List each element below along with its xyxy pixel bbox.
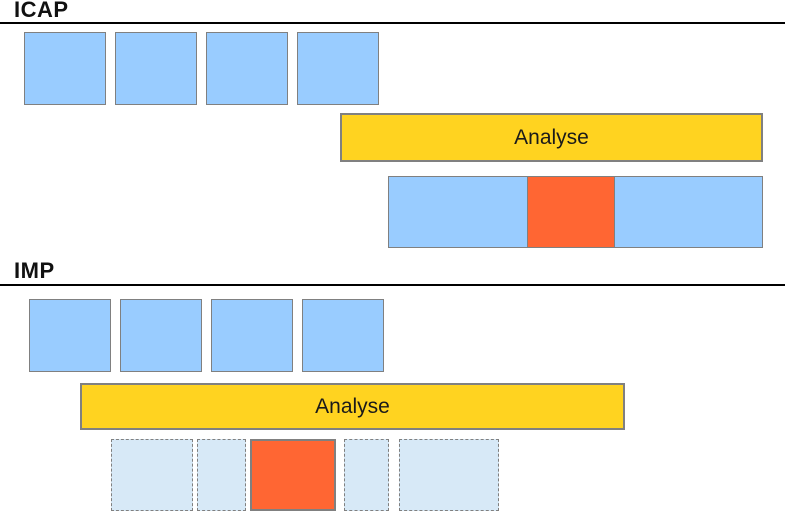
pending-block: [111, 439, 193, 511]
input-task-block: [297, 32, 379, 105]
input-task-block: [302, 299, 384, 372]
input-task-block: [206, 32, 288, 105]
icap-section-title: ICAP: [14, 0, 69, 22]
pending-block: [344, 439, 389, 511]
stall-block: [250, 439, 336, 511]
input-task-block: [211, 299, 293, 372]
icap-analyse-bar: Analyse: [340, 113, 763, 162]
imp-section-title: IMP: [14, 258, 55, 283]
stall-block: [527, 176, 615, 248]
icap-title-underline: [0, 22, 785, 24]
input-task-block: [24, 32, 106, 105]
icap-analyse-label: Analyse: [514, 125, 589, 149]
input-task-block: [115, 32, 197, 105]
imp-analyse-bar: Analyse: [80, 383, 625, 430]
input-task-block: [29, 299, 111, 372]
input-task-block: [120, 299, 202, 372]
pending-block: [399, 439, 499, 511]
result-block: [614, 176, 763, 248]
imp-analyse-label: Analyse: [315, 394, 390, 418]
imp-title-underline: [0, 284, 785, 286]
pending-block: [197, 439, 246, 511]
